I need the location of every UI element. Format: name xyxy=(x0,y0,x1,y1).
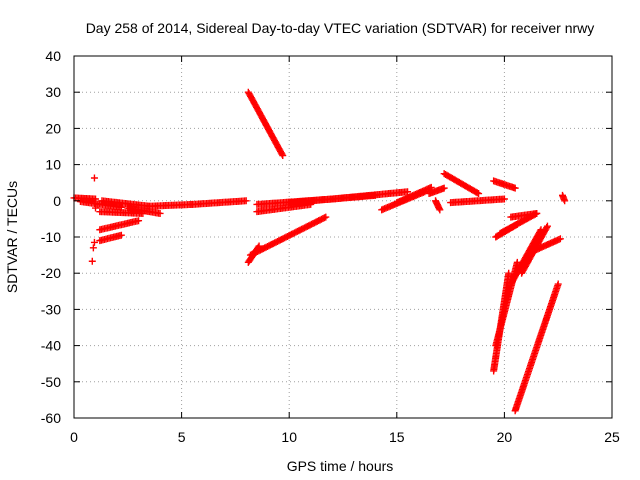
data-point xyxy=(543,224,551,232)
data-point xyxy=(533,209,541,217)
series-steep-descent xyxy=(244,88,287,160)
x-axis-label: GPS time / hours xyxy=(287,458,394,474)
series-arc-c xyxy=(96,217,143,234)
data-point xyxy=(242,197,250,205)
series-arc-d xyxy=(96,231,125,245)
y-tick-label: -60 xyxy=(41,410,61,426)
data-point xyxy=(440,184,448,192)
series-arc-f xyxy=(246,213,330,259)
data-point xyxy=(404,188,412,196)
data-point xyxy=(88,257,96,265)
series-deep-5 xyxy=(528,235,564,255)
x-tick-label: 5 xyxy=(178,429,186,445)
series-arc-n xyxy=(447,195,508,207)
data-point xyxy=(554,280,562,288)
x-tick-label: 20 xyxy=(497,429,513,445)
series-arc-r xyxy=(507,209,541,221)
data-series xyxy=(70,88,569,415)
y-tick-label: -10 xyxy=(41,229,61,245)
series-arc-o xyxy=(490,177,519,192)
data-point xyxy=(156,209,164,217)
y-axis-label: SDTVAR / TECUs xyxy=(4,181,20,293)
data-point xyxy=(90,174,98,182)
data-point xyxy=(117,231,125,239)
data-point xyxy=(500,195,508,203)
axis-ticks: 0 5 10 15 20 25 40 30 20 10 0 -10 -20 -30 -40 -50 -60 xyxy=(41,48,620,445)
x-tick-label: 15 xyxy=(389,429,405,445)
data-point xyxy=(475,190,483,198)
data-point xyxy=(278,150,286,158)
data-point xyxy=(135,217,143,225)
data-point xyxy=(561,197,569,205)
y-tick-label: -40 xyxy=(41,338,61,354)
series-arc-h xyxy=(285,191,379,207)
data-point xyxy=(279,152,287,160)
data-point xyxy=(511,184,519,192)
series-isolated xyxy=(88,174,100,265)
x-tick-label: 25 xyxy=(604,429,620,445)
x-tick-label: 10 xyxy=(281,429,297,445)
data-point xyxy=(92,204,100,212)
y-tick-label: 10 xyxy=(45,157,61,173)
y-tick-label: -50 xyxy=(41,374,61,390)
data-point xyxy=(89,244,97,252)
y-tick-label: -30 xyxy=(41,301,61,317)
series-arc-l xyxy=(432,197,444,214)
series-baseline-early-2 xyxy=(76,198,125,211)
data-point xyxy=(556,235,564,243)
data-point xyxy=(90,238,98,246)
chart-title: Day 258 of 2014, Sidereal Day-to-day VTE… xyxy=(86,20,595,36)
y-tick-label: 40 xyxy=(45,48,61,64)
y-tick-label: 20 xyxy=(45,120,61,136)
data-point xyxy=(473,189,481,197)
data-point xyxy=(543,222,551,230)
series-arc-b xyxy=(124,204,164,217)
y-tick-label: -20 xyxy=(41,265,61,281)
data-point xyxy=(513,258,521,266)
series-arc-k xyxy=(425,184,448,198)
series-deep-6 xyxy=(511,280,562,415)
series-deep-2 xyxy=(492,258,521,350)
series-late-point xyxy=(559,191,569,205)
series-arc-m xyxy=(440,170,483,198)
data-point xyxy=(320,214,328,222)
y-tick-label: 0 xyxy=(53,193,61,209)
data-point xyxy=(436,206,444,214)
data-point xyxy=(371,191,379,199)
y-tick-label: 30 xyxy=(45,84,61,100)
x-tick-label: 0 xyxy=(70,429,78,445)
data-point xyxy=(322,213,330,221)
